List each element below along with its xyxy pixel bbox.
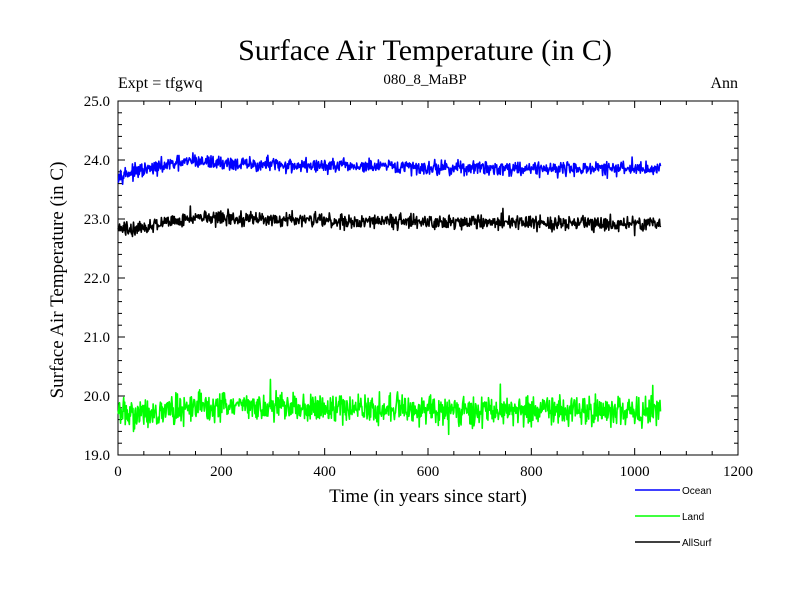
season-label: Ann bbox=[710, 75, 738, 92]
legend: Ocean Land AllSurf bbox=[635, 486, 712, 549]
y-tick-label: 25.0 bbox=[84, 94, 110, 110]
x-axis-label: Time (in years since start) bbox=[329, 486, 527, 507]
y-tick-label: 19.0 bbox=[84, 448, 110, 464]
y-tick-label: 21.0 bbox=[84, 330, 110, 346]
x-tick-label: 800 bbox=[520, 464, 543, 480]
x-tick-label: 1200 bbox=[723, 464, 753, 480]
x-tick-label: 400 bbox=[313, 464, 336, 480]
legend-label-ocean: Ocean bbox=[682, 486, 711, 497]
x-tick-label: 0 bbox=[114, 464, 122, 480]
series-line-allsurf bbox=[117, 205, 662, 238]
legend-label-allsurf: AllSurf bbox=[682, 538, 712, 549]
y-tick-label: 22.0 bbox=[84, 271, 110, 287]
y-axis-label: Surface Air Temperature (in C) bbox=[47, 162, 68, 399]
chart-title: Surface Air Temperature (in C) bbox=[238, 34, 612, 67]
series-layer bbox=[117, 152, 662, 436]
y-tick-label: 24.0 bbox=[84, 153, 110, 169]
x-tick-label: 200 bbox=[210, 464, 233, 480]
series-line-ocean bbox=[117, 152, 662, 186]
x-tick-label: 600 bbox=[417, 464, 440, 480]
legend-label-land: Land bbox=[682, 512, 704, 523]
experiment-label: Expt = tfgwq bbox=[118, 75, 203, 92]
chart-subtitle: 080_8_MaBP bbox=[383, 72, 466, 88]
y-tick-label: 23.0 bbox=[84, 212, 110, 228]
y-tick-label: 20.0 bbox=[84, 389, 110, 405]
axis-ticks: 0 200 400 600 800 1000 1200 19.0 20.0 21.0 22.0 23.… bbox=[84, 94, 753, 480]
x-tick-label: 1000 bbox=[620, 464, 650, 480]
series-line-land bbox=[117, 378, 662, 436]
